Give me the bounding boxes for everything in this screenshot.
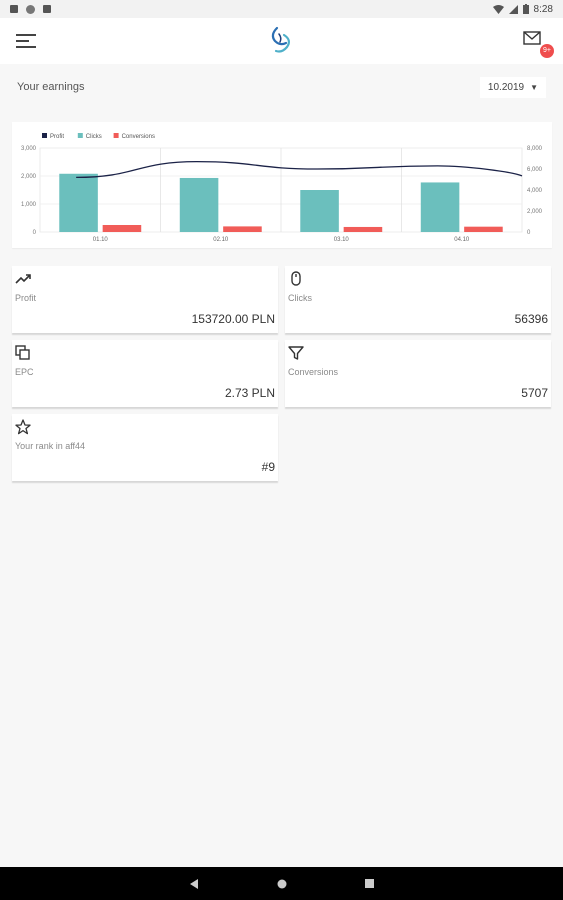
period-selector[interactable]: 10.2019 ▼ [479,76,546,98]
right-tick-label: 2,000 [527,209,543,215]
home-circle-icon[interactable] [277,879,287,889]
chart-svg: 0 1,000 2,000 3,000 0 2,000 4,000 6,000 8,000 01.… [21,133,543,243]
copy-icon [15,345,30,360]
right-tick-label: 4,000 [527,188,543,194]
rank-value: #9 [261,460,275,474]
swirl-logo-icon [271,26,291,53]
status-time: 8:28 [533,3,553,15]
right-tick-label: 8,000 [527,146,543,152]
earnings-title: Your earnings [17,81,85,93]
clicks-bar [179,177,219,232]
left-tick-label: 0 [33,230,37,236]
profit-line [76,160,523,179]
rank-label: Your rank in aff44 [15,441,86,451]
legend-swatch [77,133,83,138]
left-tick-label: 1,000 [21,202,37,208]
right-tick-label: 0 [527,230,531,236]
period-value: 10.2019 [487,81,525,93]
mouse-icon [291,271,301,286]
conversions-bar [223,226,262,232]
legend-label: Profit [50,134,64,140]
back-triangle-icon[interactable] [189,878,199,889]
wifi-icon [492,4,504,14]
conversions-card[interactable]: Conversions 5707 [285,340,551,407]
mail-icon [523,31,541,45]
conversions-bar [464,226,503,232]
clicks-bar [59,173,98,232]
notification-icon [10,5,18,13]
x-tick-label: 02.10 [213,237,229,243]
clicks-card[interactable]: Clicks 56396 [285,266,551,333]
legend-label: Conversions [122,134,155,140]
clicks-bar [300,190,339,232]
notification-badge: 9+ [540,44,554,58]
system-nav-bar [0,867,563,900]
earnings-chart: 0 1,000 2,000 3,000 0 2,000 4,000 6,000 8,000 01.… [12,122,552,248]
epc-value: 2.73 PLN [224,386,275,400]
signal-icon [508,4,518,14]
status-bar: 8:28 [0,0,563,18]
legend-swatch [113,133,119,138]
trending-up-icon [15,274,31,284]
conversions-value: 5707 [521,386,548,400]
epc-label: EPC [15,367,34,377]
x-tick-label: 03.10 [334,237,350,243]
legend-swatch [42,133,47,138]
profit-value: 153720.00 PLN [191,312,275,326]
rank-card[interactable]: Your rank in aff44 #9 [12,414,278,481]
legend-label: Clicks [86,134,102,140]
left-tick-label: 3,000 [21,146,37,152]
left-tick-label: 2,000 [21,174,37,180]
clicks-value: 56396 [514,312,548,326]
filter-icon [288,346,304,360]
recents-square-icon[interactable] [365,879,374,888]
hamburger-menu-icon[interactable] [16,34,36,48]
mail-button[interactable]: 9+ [523,29,554,58]
earnings-header: Your earnings 10.2019 ▼ [0,72,563,102]
app-bar: 9+ [0,18,563,64]
profit-label: Profit [15,293,37,303]
clicks-bar [420,182,460,232]
right-tick-label: 6,000 [527,167,543,173]
x-tick-label: 04.10 [454,237,470,243]
star-icon [15,419,31,435]
sync-icon [26,4,35,14]
profit-card[interactable]: Profit 153720.00 PLN [12,266,278,333]
sim-icon [43,5,51,13]
clicks-label: Clicks [288,293,312,303]
x-tick-label: 01.10 [93,237,109,243]
battery-icon [522,4,529,14]
epc-card[interactable]: EPC 2.73 PLN [12,340,278,407]
conversions-label: Conversions [288,367,339,377]
conversions-bar [343,226,383,232]
chevron-down-icon: ▼ [530,82,538,92]
conversions-bar [102,225,142,232]
